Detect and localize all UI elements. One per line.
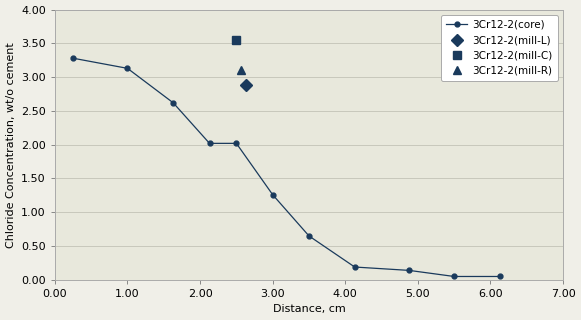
3Cr12-2(core) [269,193,276,196]
3Cr12-2(core) [233,141,240,145]
3Cr12-2(core) [124,67,131,70]
3Cr12-2(core) [306,234,313,238]
X-axis label: Distance, cm: Distance, cm [272,304,345,315]
Y-axis label: Chloride Concentration, wt/o cement: Chloride Concentration, wt/o cement [6,42,16,248]
Line: 3Cr12-2(core): 3Cr12-2(core) [71,56,503,279]
3Cr12-2(core) [352,265,358,269]
3Cr12-2(core) [451,275,458,278]
3Cr12-2(core) [170,101,177,105]
3Cr12-2(core) [70,56,77,60]
Legend: 3Cr12-2(core), 3Cr12-2(mill-L), 3Cr12-2(mill-C), 3Cr12-2(mill-R): 3Cr12-2(core), 3Cr12-2(mill-L), 3Cr12-2(… [441,15,558,81]
3Cr12-2(core) [406,268,413,272]
3Cr12-2(core) [496,275,503,278]
3Cr12-2(core) [206,141,213,145]
